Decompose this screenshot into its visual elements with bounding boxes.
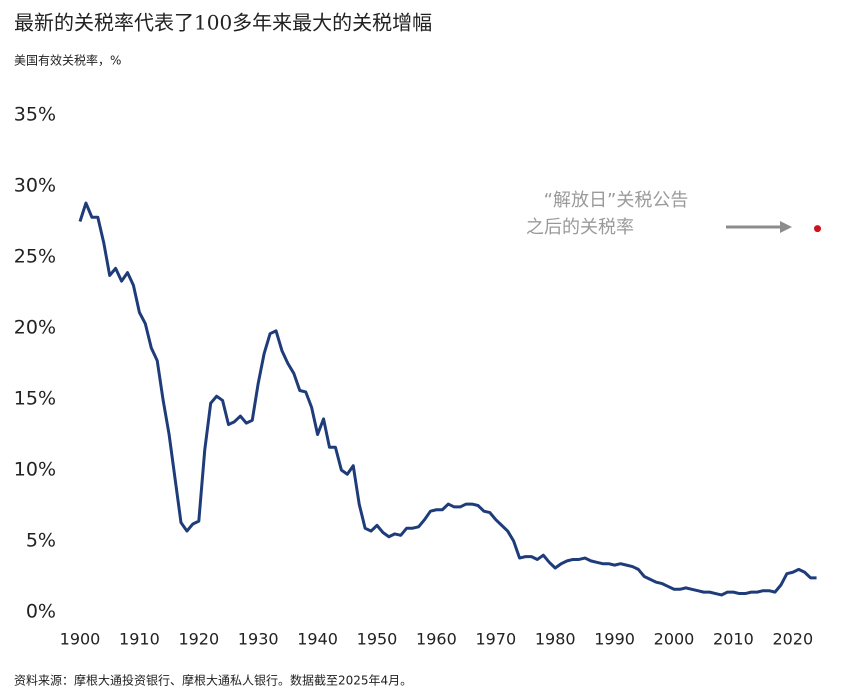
y-tick-label: 0% (26, 601, 56, 623)
x-tick-label: 1990 (594, 630, 635, 649)
x-tick-label: 2010 (713, 630, 754, 649)
y-tick-label: 30% (14, 175, 56, 197)
data-line (78, 201, 817, 597)
annotation-text: “解放日”关税公告 (544, 190, 689, 211)
x-tick-label: 1980 (535, 630, 576, 649)
y-tick-label: 15% (14, 388, 56, 410)
x-tick-label: 1970 (475, 630, 516, 649)
source-note: 资料来源：摩根大通投资银行、摩根大通私人银行。数据截至2025年4月。 (14, 673, 412, 688)
x-tick-label: 1930 (238, 630, 279, 649)
annotation-point (814, 225, 821, 233)
x-tick-label: 1920 (178, 630, 219, 649)
y-tick-label: 5% (26, 530, 56, 552)
y-tick-label: 25% (14, 246, 56, 268)
x-tick-label: 2000 (654, 630, 695, 649)
chart-subtitle: 美国有效关税率，% (14, 53, 121, 68)
x-tick-label: 1910 (119, 630, 160, 649)
annotation-arrowhead (780, 221, 792, 233)
y-tick-label: 20% (14, 317, 56, 339)
x-tick-label: 1900 (60, 630, 101, 649)
x-tick-label: 1960 (416, 630, 457, 649)
x-tick-label: 1950 (357, 630, 398, 649)
x-tick-label: 2020 (772, 630, 813, 649)
x-tick-label: 1940 (297, 630, 338, 649)
annotation-text: 之后的关税率 (526, 217, 634, 238)
chart-title: 最新的关税率代表了100多年来最大的关税增幅 (14, 11, 432, 35)
y-tick-label: 10% (14, 459, 56, 481)
y-tick-label: 35% (14, 104, 56, 126)
